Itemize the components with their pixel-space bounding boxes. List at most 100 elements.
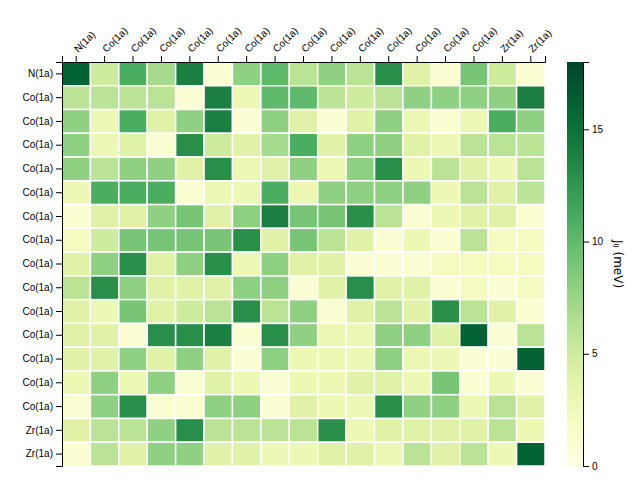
cell (90, 371, 118, 395)
tick-mark (583, 354, 589, 355)
cell (318, 395, 346, 419)
cell (346, 181, 374, 205)
cell (488, 110, 516, 134)
tick-label: 5 (592, 348, 598, 359)
cell (147, 252, 175, 276)
cell (261, 323, 289, 347)
cell (289, 395, 317, 419)
cell (232, 157, 260, 181)
tick: Zr(1a) (526, 27, 553, 62)
tick-mark (56, 168, 62, 169)
cell (488, 62, 516, 86)
tick-mark (161, 56, 162, 62)
cell (204, 157, 232, 181)
cell (119, 252, 147, 276)
cell (460, 347, 488, 371)
cell (318, 62, 346, 86)
chart: N(1a)Co(1a)Co(1a)Co(1a)Co(1a)Co(1a)Co(1a… (0, 0, 640, 480)
cell (204, 205, 232, 229)
cell (403, 252, 431, 276)
cell (232, 323, 260, 347)
cell (62, 181, 90, 205)
cell (403, 323, 431, 347)
tick-mark (56, 311, 62, 312)
cell (232, 228, 260, 252)
cell (261, 110, 289, 134)
cell (261, 347, 289, 371)
cell (119, 442, 147, 466)
cell (403, 395, 431, 419)
cell (232, 133, 260, 157)
cell (90, 323, 118, 347)
cell (488, 86, 516, 110)
cell (62, 62, 90, 86)
cell (261, 300, 289, 324)
tick-label: Co(1a) (22, 187, 53, 198)
cell (346, 133, 374, 157)
cell (318, 442, 346, 466)
cell (90, 276, 118, 300)
cell (90, 228, 118, 252)
cell (289, 181, 317, 205)
cell (375, 276, 403, 300)
cell (488, 300, 516, 324)
cell (403, 157, 431, 181)
tick-mark (303, 56, 304, 62)
colorbar-label: Jᵢⱼ (meV) (611, 239, 625, 288)
tick: Zr(1a) (498, 27, 525, 62)
cell (204, 228, 232, 252)
tick-label: Co(1a) (384, 25, 413, 54)
tick-label: Co(1a) (129, 25, 158, 54)
cell (318, 205, 346, 229)
tick: Co(1a) (22, 163, 62, 174)
cell (517, 418, 545, 442)
tick: 15 (583, 124, 604, 135)
tick-label: Co(1a) (22, 258, 53, 269)
cell (176, 347, 204, 371)
cell (232, 62, 260, 86)
tick: Co(1a) (157, 25, 186, 62)
cell (147, 276, 175, 300)
cell (90, 157, 118, 181)
cell (289, 418, 317, 442)
tick-mark (56, 335, 62, 336)
cell (431, 181, 459, 205)
tick-mark (246, 56, 247, 62)
cell (204, 252, 232, 276)
cell (204, 133, 232, 157)
cell (90, 110, 118, 134)
tick: Co(1a) (185, 25, 214, 62)
cell (431, 86, 459, 110)
cell (488, 276, 516, 300)
tick-label: Co(1a) (22, 234, 53, 245)
cell (261, 395, 289, 419)
cell (517, 252, 545, 276)
tick-mark (56, 216, 62, 217)
tick: Zr(1a) (26, 425, 62, 436)
tick-label: Co(1a) (22, 401, 53, 412)
tick: N(1a) (28, 68, 62, 79)
cell (62, 228, 90, 252)
cell (488, 395, 516, 419)
cell (488, 157, 516, 181)
tick-label: Co(1a) (22, 329, 53, 340)
tick: Co(1a) (470, 25, 499, 62)
cell (375, 205, 403, 229)
tick-label: Co(1a) (214, 25, 243, 54)
tick: Co(1a) (22, 258, 62, 269)
tick-label: Co(1a) (22, 377, 53, 388)
cell (176, 395, 204, 419)
cell (403, 181, 431, 205)
cell (517, 228, 545, 252)
cell (517, 442, 545, 466)
cell (375, 347, 403, 371)
tick-label: Zr(1a) (26, 425, 53, 436)
cell (460, 181, 488, 205)
cell (261, 418, 289, 442)
cell (176, 252, 204, 276)
cell (289, 205, 317, 229)
tick-mark (388, 56, 389, 62)
tick: Zr(1a) (26, 448, 62, 459)
cell (232, 86, 260, 110)
cell (147, 86, 175, 110)
